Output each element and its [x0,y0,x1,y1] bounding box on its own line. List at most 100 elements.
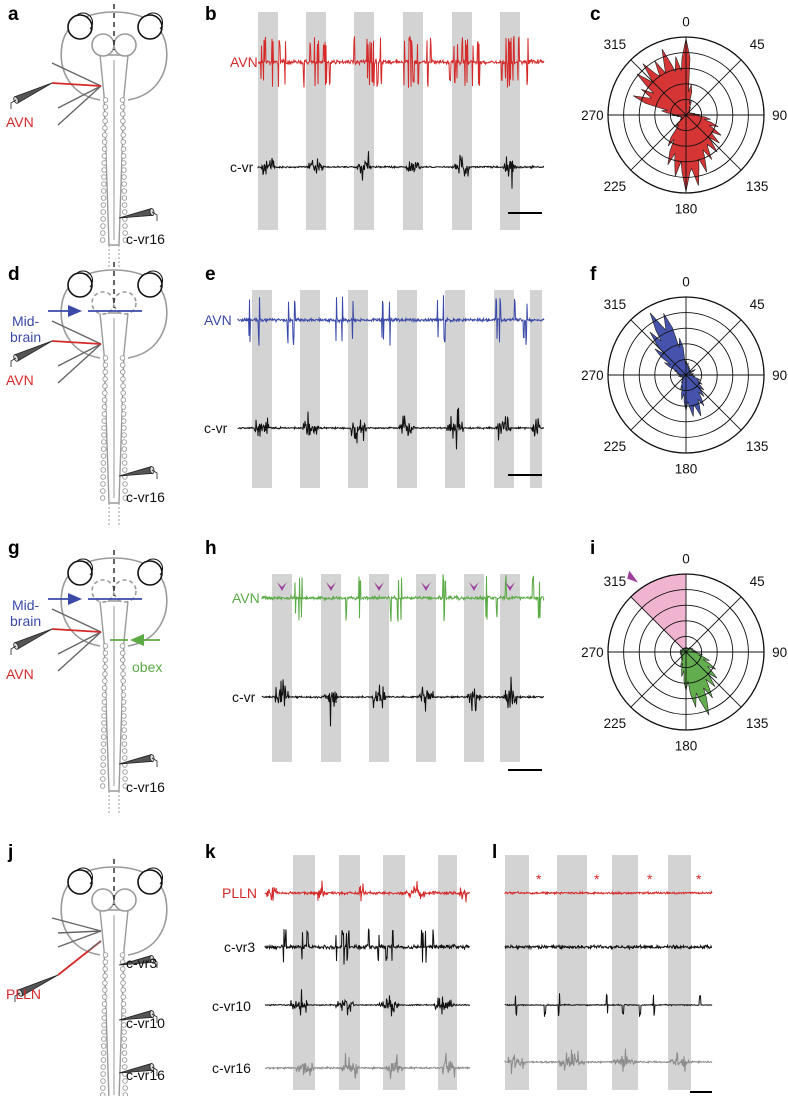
somite [100,776,106,782]
no-response-marker: * [594,871,600,887]
somite [100,741,107,747]
larva-schematic [10,4,168,268]
somite [102,952,109,958]
stimulus-bar [293,855,315,1090]
somite [121,748,128,754]
somite [101,404,108,410]
somite [120,980,126,986]
midbrain-label-line2: brain [10,613,41,629]
panel-label-f: f [590,264,597,285]
stimulus-bar [668,855,691,1090]
somite [121,1050,128,1056]
stimulus-bar [252,290,272,488]
somite [100,762,106,768]
somite [121,209,128,215]
eye-lens [75,270,94,288]
arrowhead-marker [627,570,639,583]
somite [99,237,106,243]
arrowhead-marker [374,582,384,591]
somite [122,769,128,775]
somite [100,734,107,740]
somite [120,692,127,698]
somite [102,664,108,670]
somite [122,223,128,229]
polar-tick-label: 45 [750,297,765,312]
cranial-nerve [57,85,102,109]
midbrain-label-line1: Mid- [12,597,40,613]
trace [504,890,713,896]
electrode-wire [10,645,17,655]
somite [102,111,108,117]
somite [102,966,108,972]
somite [101,685,108,691]
polar-spoke [630,596,742,708]
arrowhead-marker [469,582,479,591]
eye [137,869,163,895]
somite [121,706,127,712]
polar-tick-label: 315 [604,37,627,52]
trace-label-cvr3: c-vr3 [224,939,255,955]
somite [100,446,107,452]
somite [120,664,126,670]
somite [120,369,126,375]
somite [101,1008,108,1014]
trace [237,407,545,450]
panel-label-i: i [590,538,595,559]
panel-label-d: d [8,264,20,285]
polar-plots: 0 45 90 135 180 225 270 315 0 45 90 135 180 225 270 315… [581,14,787,753]
somite [120,1008,127,1014]
somite [120,699,127,705]
trace [237,295,545,346]
somite [121,160,127,166]
eye [67,869,93,895]
midbrain-lobe [91,33,115,57]
polar-plot-f: 0 45 90 135 180 225 270 315 [581,274,787,476]
somite [121,727,127,733]
somite [101,139,108,145]
somite [101,706,107,712]
polar-tick-label: 180 [675,462,698,477]
trace-label-cvr10: c-vr10 [212,998,251,1014]
somite [120,411,127,417]
somite [121,460,128,466]
nerve-label-avn: AVN [6,372,34,388]
somite [121,1057,128,1063]
trace-label-avn: AVN [230,54,258,70]
polar-tick-label: 270 [581,645,604,660]
polar-tick-label: 90 [772,108,787,123]
panel-label-g: g [8,538,20,559]
somite [120,139,127,145]
somite [102,959,109,965]
eye-lens [75,867,94,885]
polar-tick-label: 225 [604,716,627,731]
panel-label-k: k [205,842,216,863]
trace [264,989,471,1017]
somite [119,643,126,649]
electrode-wire [14,992,21,1002]
somite [120,376,126,382]
somite [101,181,107,187]
somite [102,973,108,979]
somite [122,495,129,501]
arrowhead-marker [505,582,515,591]
cranial-nerve [57,631,102,672]
somite [119,355,126,361]
trace-label-cvr: c-vr [230,159,254,175]
somite [100,1071,106,1077]
trace [504,993,713,1017]
polar-tick-label: 135 [746,439,769,454]
trace [261,676,545,727]
somite [100,467,107,473]
polar-tick-label: 315 [604,574,627,589]
somite [122,783,129,789]
somite [121,188,128,194]
vr-label: c-vr16 [126,779,165,795]
somite [102,362,109,368]
electrode-wire [10,357,17,367]
panel-label-a: a [8,4,19,25]
somite [100,1043,107,1049]
somite [100,195,107,201]
polar-tick-label: 270 [581,368,604,383]
somite [121,1036,127,1042]
no-response-marker: * [536,871,542,887]
